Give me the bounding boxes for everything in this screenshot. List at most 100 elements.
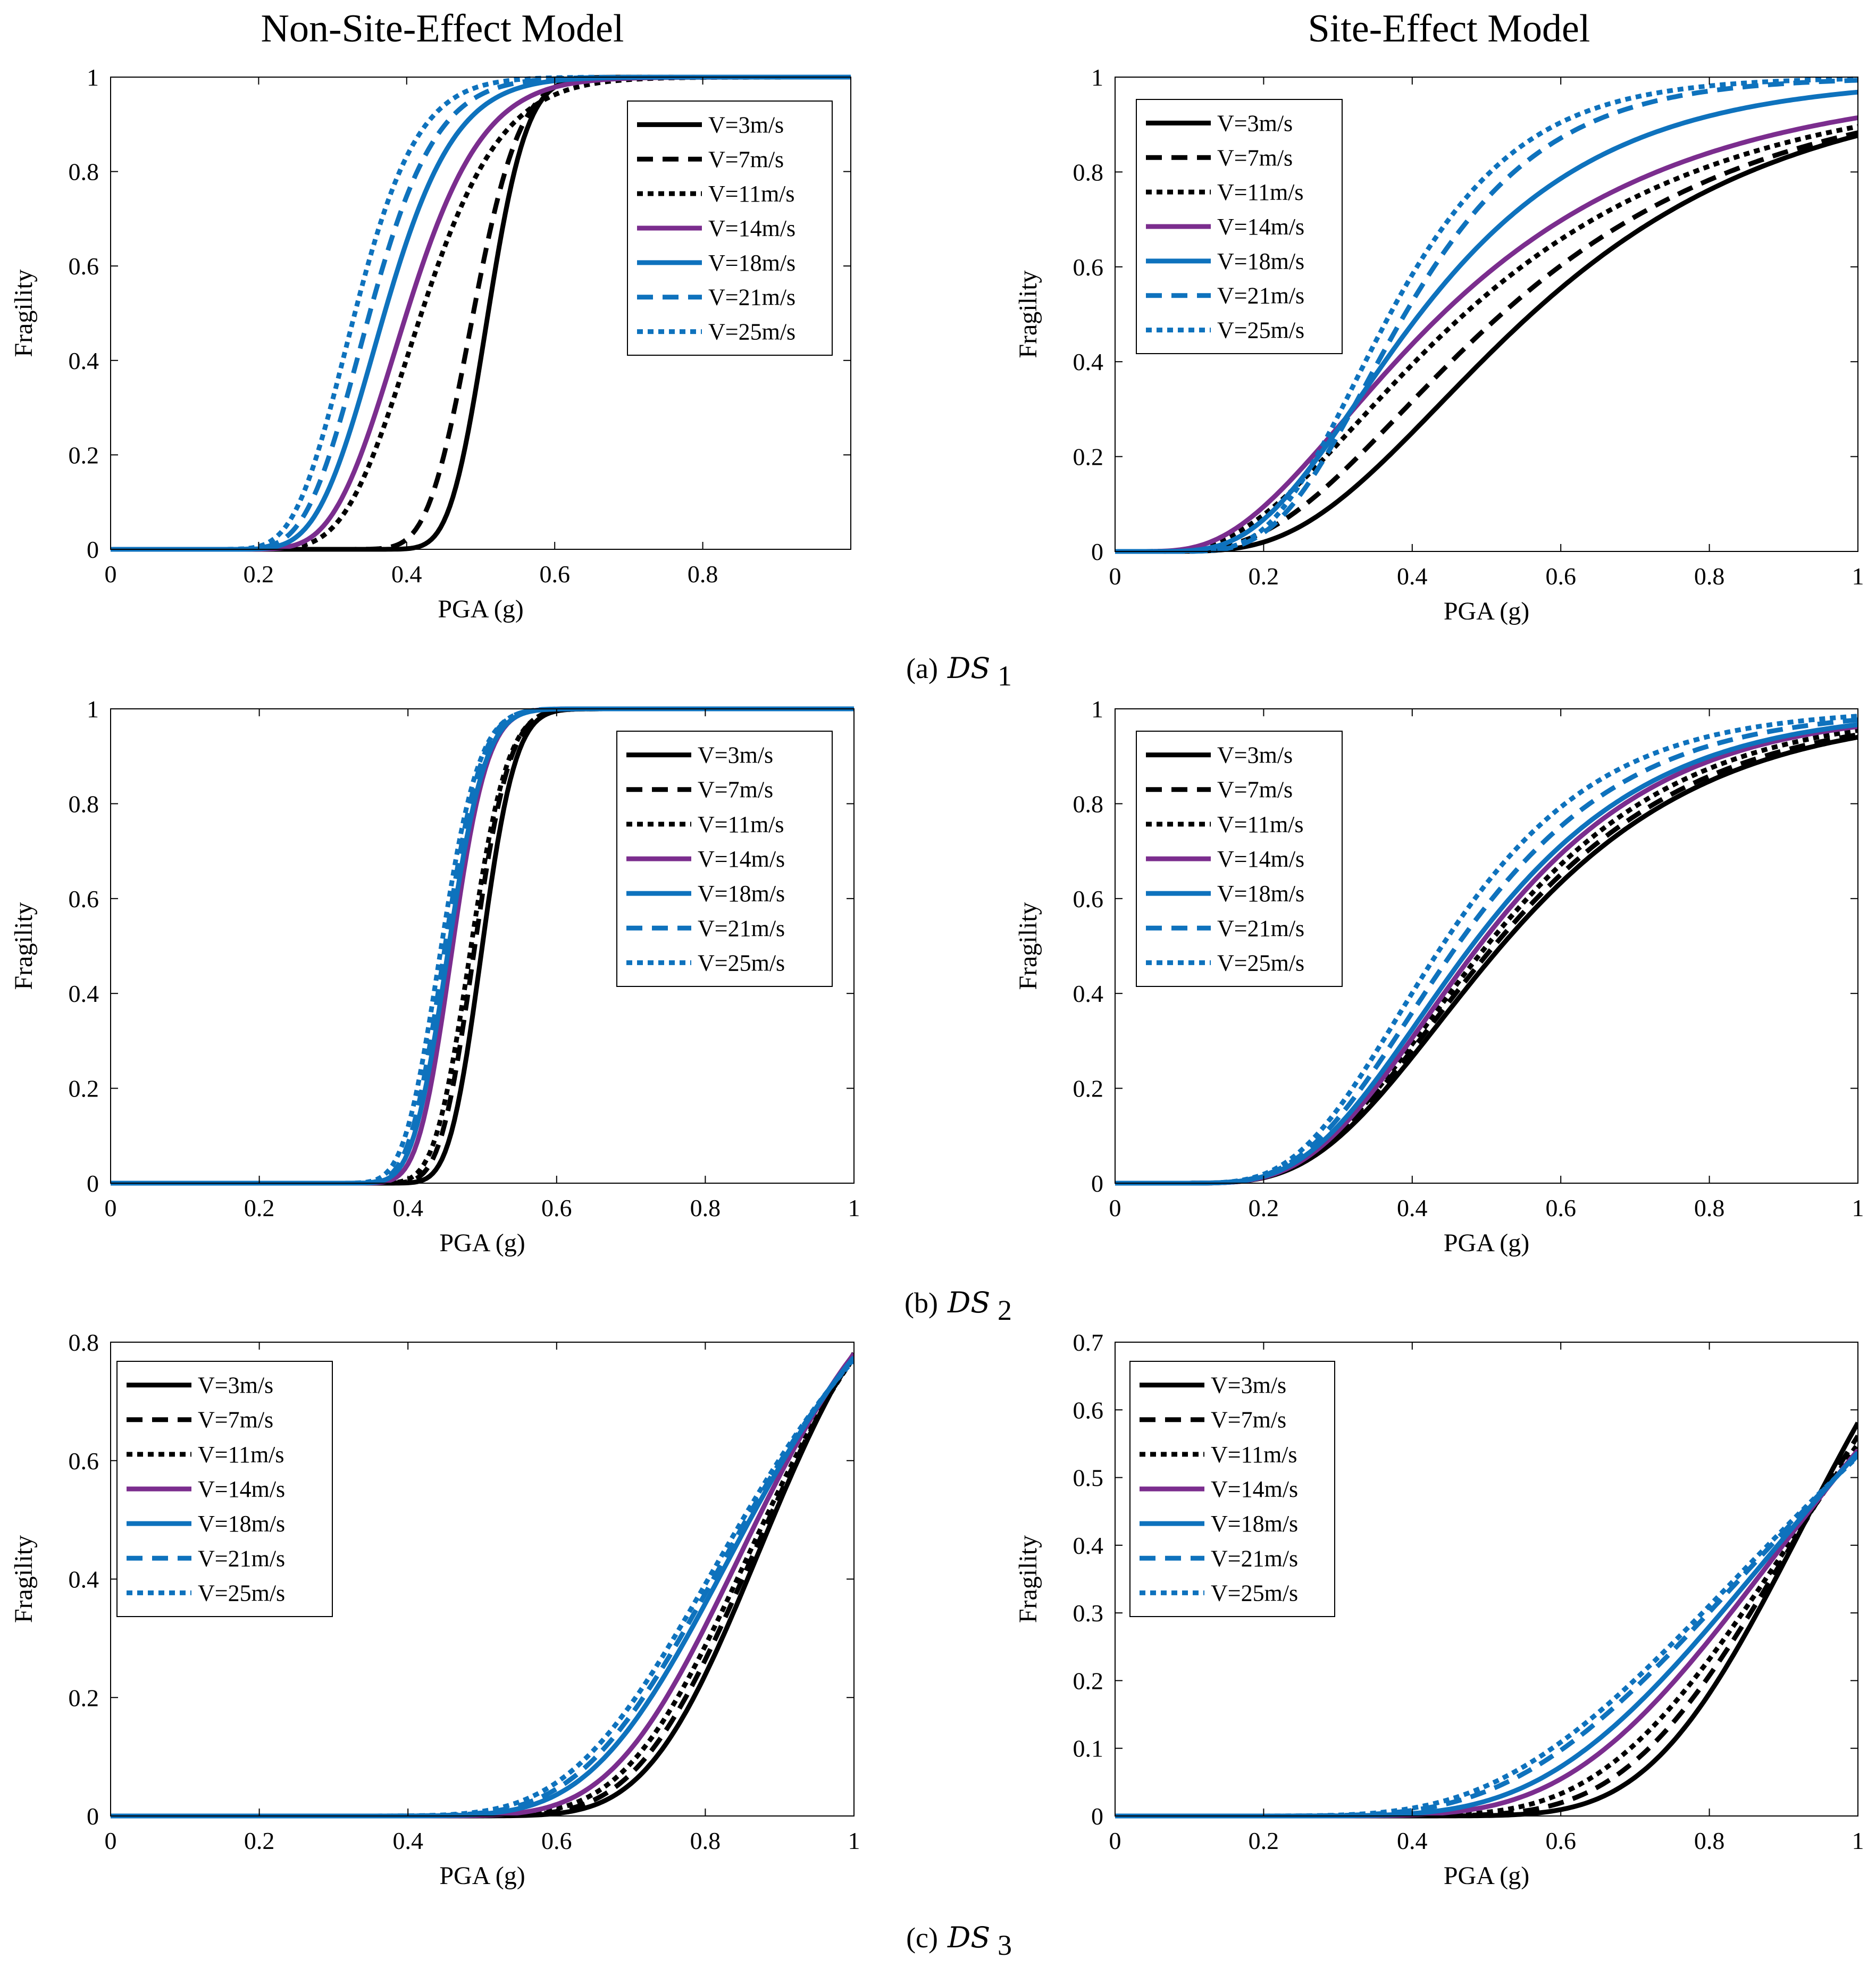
panels: 0 0.2 0.4 0.6 0.8 0 0.2 0.4 0.6 0.8 1 PGA (g) Fragil… xyxy=(10,64,1864,1890)
series-line-v7ms xyxy=(1115,130,1858,554)
legend-label: V=21m/s xyxy=(1217,283,1304,309)
plot-frame xyxy=(110,708,855,1184)
series-line-v21ms xyxy=(1115,1453,1858,1819)
legend-label: V=21m/s xyxy=(698,915,785,941)
y-tick-label: 0.4 xyxy=(1073,348,1104,375)
x-tick-label: 0.6 xyxy=(1545,1194,1576,1221)
caption-a: (a) DS 1 xyxy=(906,651,1012,692)
plot-frame xyxy=(1115,708,1858,1184)
series-line-v18ms xyxy=(1115,722,1858,1186)
caption-c: (c) DS 3 xyxy=(906,1921,1012,1961)
x-tick-label: 1 xyxy=(1852,563,1864,590)
y-tick-label: 0.4 xyxy=(1073,980,1104,1007)
y-tick-label: 0 xyxy=(1091,1170,1103,1197)
x-tick-label: 1 xyxy=(848,1827,860,1854)
plot-frame xyxy=(110,77,851,550)
legend-label: V=25m/s xyxy=(1217,317,1304,344)
series-line-v14ms xyxy=(1115,115,1858,554)
y-tick-label: 0.6 xyxy=(69,1447,99,1475)
legend-label: V=11m/s xyxy=(698,811,784,838)
y-tick-label: 0.4 xyxy=(69,1566,99,1593)
y-tick-label: 0.6 xyxy=(69,885,99,913)
legend-label: V=25m/s xyxy=(1217,950,1304,976)
legend-label: V=25m/s xyxy=(698,950,785,976)
y-tick-label: 0.6 xyxy=(1073,885,1104,913)
caption-c-ds: DS xyxy=(947,1921,990,1954)
series-group xyxy=(1115,76,1858,554)
chart-panel-5: 0 0.2 0.4 0.6 0.8 1 0 0.2 0.4 0.6 0.8 PGA (g) Fragil… xyxy=(10,1329,860,1890)
legend-label: V=7m/s xyxy=(1217,145,1293,171)
x-axis-label: PGA (g) xyxy=(438,595,523,623)
x-tick-label: 0.2 xyxy=(1249,1194,1279,1221)
y-tick-label: 1 xyxy=(1091,696,1103,723)
series-line-v18ms xyxy=(1115,89,1858,554)
x-tick-label: 1 xyxy=(1852,1194,1864,1221)
y-tick-label: 0.6 xyxy=(1073,1396,1104,1424)
legend-label: V=11m/s xyxy=(1217,179,1304,205)
legend: V=3m/s V=7m/s V=11m/s V=14m/s V=18m/s V=21m/s… xyxy=(1129,1361,1335,1617)
caption-b-ds: DS xyxy=(947,1286,990,1319)
y-tick-label: 0.8 xyxy=(69,790,99,817)
legend-label: V=14m/s xyxy=(1211,1476,1298,1502)
x-tick-label: 0 xyxy=(105,560,117,588)
series-group xyxy=(1115,714,1858,1186)
y-tick-label: 0.4 xyxy=(69,980,99,1007)
legend-label: V=18m/s xyxy=(698,881,785,907)
legend-label: V=7m/s xyxy=(198,1407,273,1433)
legend-label: V=25m/s xyxy=(198,1580,285,1606)
y-axis-label: Fragility xyxy=(1014,1535,1042,1623)
x-tick-label: 0.2 xyxy=(244,1827,275,1854)
series-line-v21ms xyxy=(111,1357,854,1819)
legend-label: V=21m/s xyxy=(1211,1545,1298,1571)
y-tick-label: 0.8 xyxy=(1073,158,1104,186)
x-tick-label: 1 xyxy=(848,1194,860,1221)
chart-panel-6: 0 0.2 0.4 0.6 0.8 1 0 0.1 0.2 0.3 0.4 0.5 0.6 0.7 PGA … xyxy=(1014,1329,1864,1890)
y-axis-label: Fragility xyxy=(1014,270,1042,358)
x-tick-label: 0.6 xyxy=(541,1194,572,1221)
series-line-v25ms xyxy=(1115,1454,1858,1819)
caption-b: (b) DS 2 xyxy=(904,1286,1012,1326)
x-tick-label: 0.6 xyxy=(539,560,570,588)
y-tick-label: 0.6 xyxy=(69,253,99,280)
column-title-right: Site-Effect Model xyxy=(1308,7,1590,51)
series-line-v11ms xyxy=(1115,728,1858,1186)
legend: V=3m/s V=7m/s V=11m/s V=14m/s V=18m/s V=21m/s… xyxy=(1136,731,1343,987)
legend-label: V=18m/s xyxy=(198,1511,285,1537)
legend-label: V=21m/s xyxy=(708,284,795,311)
caption-c-letter: (c) xyxy=(906,1922,938,1954)
x-tick-label: 0.4 xyxy=(392,1194,423,1221)
y-axis-label: Fragility xyxy=(10,902,38,990)
legend-label: V=3m/s xyxy=(1217,110,1293,136)
y-tick-label: 0 xyxy=(1091,1803,1103,1830)
y-tick-label: 0.3 xyxy=(1073,1600,1104,1627)
legend-label: V=3m/s xyxy=(198,1372,273,1399)
chart-panel-4: 0 0.2 0.4 0.6 0.8 1 0 0.2 0.4 0.6 0.8 1 PGA (g) Fragi… xyxy=(1014,696,1864,1257)
x-tick-label: 0 xyxy=(105,1194,117,1221)
legend-label: V=21m/s xyxy=(198,1545,285,1571)
y-tick-label: 0 xyxy=(87,1803,99,1830)
legend-label: V=7m/s xyxy=(708,146,784,172)
legend-label: V=7m/s xyxy=(1217,777,1293,803)
legend-label: V=11m/s xyxy=(708,181,795,207)
x-tick-label: 0.6 xyxy=(541,1827,572,1854)
y-tick-label: 0.8 xyxy=(69,158,99,186)
x-tick-label: 0 xyxy=(1109,1194,1121,1221)
legend-label: V=3m/s xyxy=(1217,742,1293,768)
y-tick-label: 0 xyxy=(1091,538,1103,565)
chart-panel-2: 0 0.2 0.4 0.6 0.8 1 0 0.2 0.4 0.6 0.8 1 PGA (g) Fragi… xyxy=(1014,64,1864,625)
y-tick-label: 0.2 xyxy=(69,1075,99,1102)
series-line-v3ms xyxy=(1115,133,1858,554)
x-tick-label: 0.4 xyxy=(391,560,422,588)
legend-label: V=7m/s xyxy=(698,777,773,803)
y-tick-label: 0.5 xyxy=(1073,1464,1104,1492)
x-tick-label: 0.6 xyxy=(1545,563,1576,590)
x-tick-label: 0.2 xyxy=(244,560,274,588)
caption-c-sub: 3 xyxy=(998,1929,1012,1961)
y-tick-label: 0.2 xyxy=(69,1684,99,1711)
legend-label: V=14m/s xyxy=(1217,846,1304,872)
y-tick-label: 0.6 xyxy=(1073,254,1104,281)
legend-label: V=18m/s xyxy=(1217,881,1304,907)
plot-frame xyxy=(1115,77,1858,552)
series-line-v7ms xyxy=(1115,732,1858,1186)
